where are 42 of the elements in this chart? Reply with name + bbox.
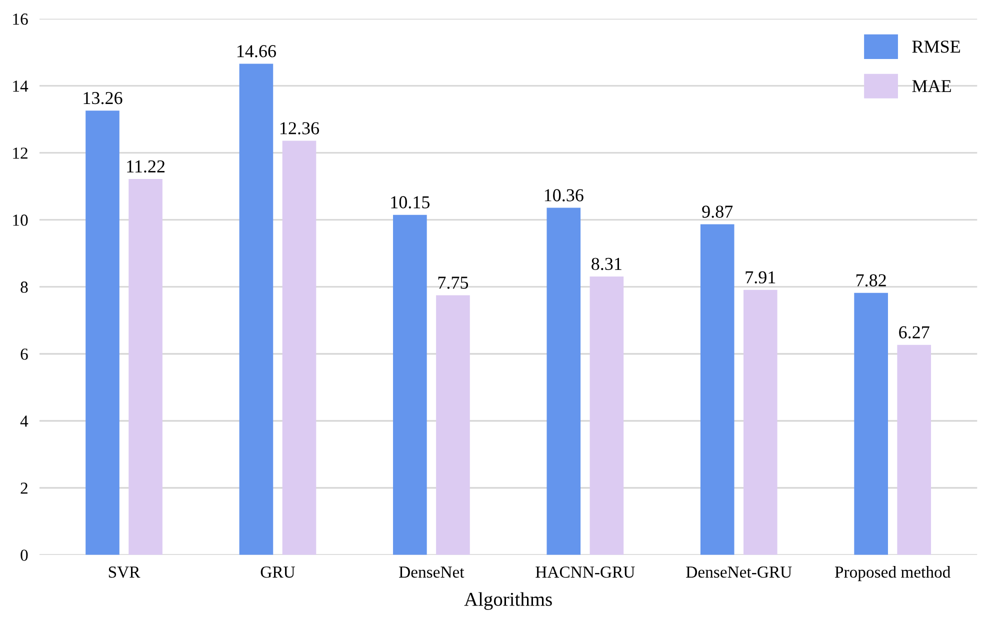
bar [128,178,162,555]
x-axis-title: Algorithms [464,592,552,610]
x-tick-label: DenseNet-GRU [686,566,792,578]
bar [436,295,470,555]
x-tick-label: SVR [108,566,140,578]
x-tick-label: Proposed method [834,566,950,582]
x-tick-label: GRU [260,566,295,578]
y-tick-label: 0 [20,550,28,561]
bar [700,224,734,555]
data-label: 9.87 [702,206,733,218]
data-label: 12.36 [280,122,320,134]
data-label: 14.66 [237,45,276,58]
bar [743,290,778,555]
x-tick-label: DenseNet [399,566,464,578]
data-label: 13.26 [84,92,122,104]
bar [854,292,888,555]
bar [546,208,581,555]
x-tick-label: HACNN-GRU [536,566,635,578]
data-label: 6.27 [899,326,930,338]
bar [282,140,316,555]
bar [239,64,274,555]
bar [590,276,624,555]
bar [393,214,427,555]
legend-label: MAE [912,80,951,92]
y-tick-label: 10 [13,214,28,226]
data-label: 11.22 [127,160,165,173]
y-tick-label: 8 [20,282,28,293]
y-tick-label: 2 [20,482,28,494]
data-label: 8.31 [592,258,622,270]
bar [897,344,932,555]
y-tick-label: 6 [20,348,28,360]
bar [86,110,120,555]
data-label: 10.36 [544,189,584,202]
data-label: 10.15 [391,196,430,208]
y-tick-label: 14 [13,80,28,92]
y-tick-label: 12 [13,148,28,159]
data-label: 7.75 [438,276,468,289]
y-tick-label: 16 [13,14,28,25]
data-label: 7.91 [746,271,776,284]
data-label: 7.82 [856,274,886,287]
legend-label: RMSE [912,40,960,53]
y-tick-label: 4 [20,416,28,427]
